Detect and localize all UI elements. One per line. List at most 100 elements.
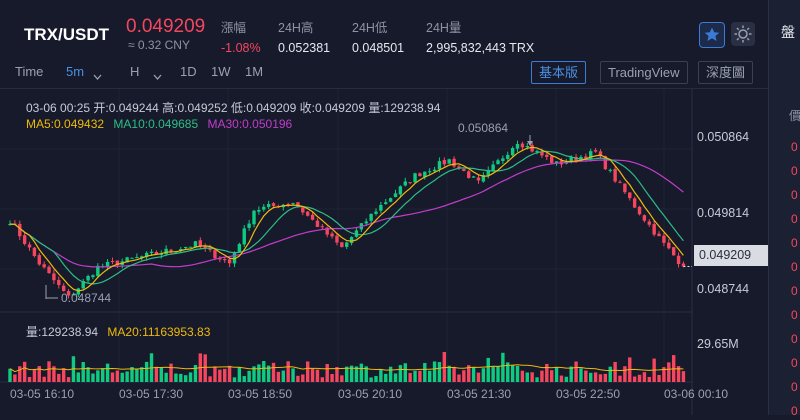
volume-bar bbox=[667, 362, 671, 382]
volume-ma20: MA20:11163953.83 bbox=[107, 325, 211, 339]
time-tick: 03-05 16:10 bbox=[10, 387, 74, 401]
candle-body bbox=[32, 247, 37, 256]
candle-body bbox=[252, 210, 256, 225]
volume-bar bbox=[681, 371, 686, 382]
cny-price: ≈ 0.32 CNY bbox=[128, 38, 190, 52]
candle-body bbox=[223, 259, 227, 261]
chevron-down-icon[interactable] bbox=[93, 68, 102, 86]
candle-low: 低:0.049209 bbox=[230, 101, 297, 115]
ma30-legend: MA30:0.050196 bbox=[207, 117, 293, 131]
volume-bar bbox=[408, 372, 412, 382]
volume-bar bbox=[188, 372, 193, 382]
price-tick: 0.050864 bbox=[697, 130, 749, 144]
interval-1d[interactable]: 1D bbox=[180, 64, 197, 79]
candle-body bbox=[569, 156, 573, 162]
volume-bar bbox=[218, 369, 222, 382]
volume-bar bbox=[603, 373, 608, 382]
volume-bar bbox=[549, 370, 554, 382]
candle-body bbox=[506, 154, 510, 159]
volume-ma20-line bbox=[9, 364, 684, 373]
volume-bar bbox=[354, 366, 359, 382]
stat-24h-volume: 24H量 2,995,832,443 TRX bbox=[426, 21, 535, 55]
volume-bar bbox=[27, 377, 32, 382]
volume-bar bbox=[398, 365, 403, 382]
candle-body bbox=[457, 166, 461, 169]
candle-body bbox=[301, 207, 305, 213]
volume-bar bbox=[559, 375, 564, 382]
candle-body bbox=[262, 206, 266, 210]
interval-1w[interactable]: 1W bbox=[211, 64, 231, 79]
candle-body bbox=[115, 260, 120, 266]
orderbook-price[interactable]: 0 bbox=[791, 356, 798, 370]
kline-chart[interactable]: 0.050864 0.048744 0.050864 0.049814 0.04… bbox=[0, 89, 768, 415]
interval-1m[interactable]: 1M bbox=[245, 64, 264, 79]
volume-bar bbox=[47, 361, 51, 382]
current-price-tag: 0.049209 bbox=[694, 245, 769, 266]
orderbook-price[interactable]: 0 bbox=[791, 140, 798, 154]
volume-bar bbox=[208, 376, 212, 382]
candle-body bbox=[520, 143, 525, 148]
candle-body bbox=[291, 203, 295, 205]
candle-open: 开:0.049244 bbox=[93, 101, 159, 115]
candle-body bbox=[315, 220, 320, 227]
volume-bar bbox=[510, 365, 515, 382]
candle-body bbox=[632, 198, 637, 208]
orderbook-price[interactable]: 0 bbox=[791, 164, 798, 178]
low-price-label: 0.048744 bbox=[61, 291, 111, 305]
orderbook-price[interactable]: 0 bbox=[791, 260, 798, 274]
candle-body bbox=[242, 228, 246, 245]
volume-bar bbox=[515, 365, 520, 382]
candle-body bbox=[628, 192, 632, 199]
orderbook-panel-edge: 盤 價 0 0 0 0 0 0 0 0 0 0 0 0 bbox=[768, 0, 800, 415]
volume-bar bbox=[52, 366, 56, 382]
orderbook-price[interactable]: 0 bbox=[791, 188, 798, 202]
orderbook-price[interactable]: 0 bbox=[791, 284, 798, 298]
candle-body bbox=[398, 186, 403, 195]
volume-bar bbox=[593, 372, 598, 382]
favorite-button[interactable] bbox=[699, 22, 725, 48]
volume-bar bbox=[481, 368, 486, 382]
orderbook-price[interactable]: 0 bbox=[791, 404, 798, 415]
interval-5m[interactable]: 5m bbox=[66, 64, 85, 79]
candle-body bbox=[227, 259, 232, 264]
candle-body bbox=[589, 151, 593, 160]
chevron-down-icon[interactable] bbox=[153, 68, 162, 86]
high-price-label: 0.050864 bbox=[458, 121, 508, 135]
volume-bar bbox=[266, 365, 271, 382]
candle-body bbox=[530, 144, 534, 152]
volume-bar bbox=[286, 361, 290, 382]
candle-body bbox=[57, 279, 61, 285]
volume-bar bbox=[452, 366, 456, 382]
candle-body bbox=[408, 182, 412, 184]
pair-title[interactable]: TRX/USDT bbox=[24, 25, 109, 44]
orderbook-price[interactable]: 0 bbox=[791, 212, 798, 226]
theme-toggle-button[interactable] bbox=[731, 22, 755, 46]
mode-tradingview[interactable]: TradingView bbox=[600, 61, 688, 84]
candle-body bbox=[540, 151, 544, 156]
mode-basic[interactable]: 基本版 bbox=[531, 61, 587, 84]
candle-body bbox=[47, 266, 51, 274]
volume-bar bbox=[296, 375, 300, 382]
volume-bar bbox=[115, 370, 120, 382]
low-annotation: 0.048744 bbox=[45, 285, 111, 305]
candle-body bbox=[442, 160, 447, 165]
orderbook-price[interactable]: 0 bbox=[791, 236, 798, 250]
volume-bar bbox=[637, 374, 642, 382]
candlestick-svg[interactable]: 0.050864 0.048744 0.050864 0.049814 0.04… bbox=[0, 89, 768, 415]
candle-info: 03-06 00:25 开:0.049244 高:0.049252 低:0.04… bbox=[26, 99, 440, 116]
orderbook-price[interactable]: 0 bbox=[791, 308, 798, 322]
volume-bar bbox=[164, 372, 168, 382]
volume-bar bbox=[247, 370, 251, 382]
change-value: -1.08% bbox=[221, 41, 261, 55]
volume-bar bbox=[335, 367, 339, 382]
candle-body bbox=[613, 168, 617, 182]
volume-bar bbox=[232, 377, 237, 382]
interval-hour[interactable]: H bbox=[130, 64, 140, 79]
volume-bar bbox=[213, 366, 217, 382]
orderbook-price[interactable]: 0 bbox=[791, 380, 798, 394]
candle-body bbox=[379, 204, 383, 211]
mode-depth[interactable]: 深度圖 bbox=[698, 61, 754, 84]
candle-body bbox=[364, 221, 368, 224]
ticker-header: TRX/USDT 0.049209 ≈ 0.32 CNY 漲幅 -1.08% 2… bbox=[0, 0, 768, 58]
orderbook-price[interactable]: 0 bbox=[791, 332, 798, 346]
